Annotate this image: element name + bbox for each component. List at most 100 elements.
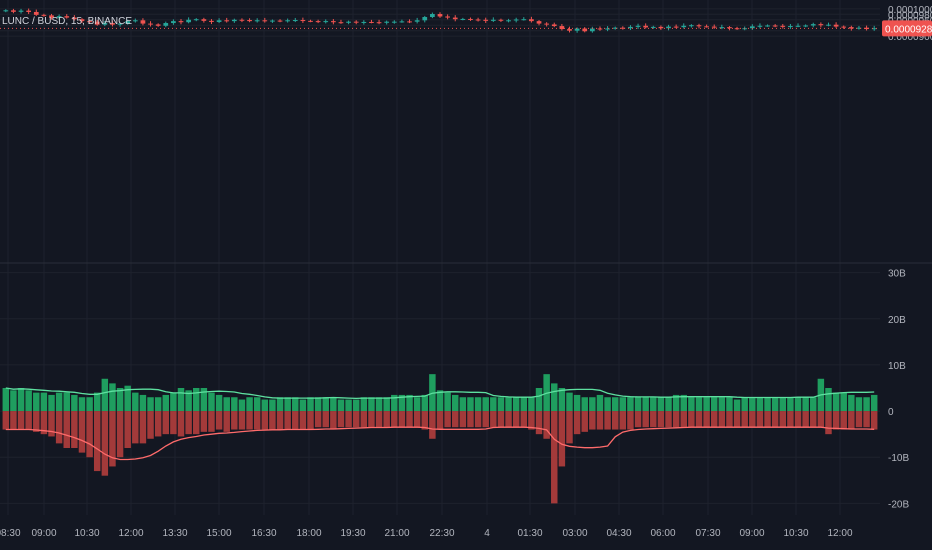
volume-bar-positive bbox=[497, 397, 505, 412]
candle-body bbox=[452, 17, 458, 20]
candle bbox=[506, 18, 511, 23]
candle-body bbox=[841, 26, 847, 28]
volume-bar-negative bbox=[566, 411, 573, 444]
volume-bar-negative bbox=[825, 411, 832, 435]
candle-body bbox=[658, 26, 664, 29]
volume-bar-negative bbox=[573, 411, 581, 435]
volume-bar-negative bbox=[718, 411, 726, 428]
volume-bar-negative bbox=[817, 411, 825, 428]
candle-body bbox=[56, 16, 62, 18]
price-tick-label: 0.00009800 bbox=[888, 10, 932, 21]
volume-bar-positive bbox=[467, 397, 474, 412]
volume-average-line-positive bbox=[5, 387, 875, 400]
candle-body bbox=[239, 19, 245, 21]
volume-bar-negative bbox=[322, 411, 329, 428]
candle-body bbox=[125, 21, 131, 24]
candle bbox=[521, 17, 527, 21]
candle-body bbox=[597, 28, 603, 30]
volume-bar-negative bbox=[299, 411, 307, 430]
volume-bar-positive bbox=[848, 394, 855, 412]
candle bbox=[612, 26, 618, 30]
volume-bar-negative bbox=[352, 411, 360, 428]
candle bbox=[871, 25, 877, 31]
candle bbox=[749, 24, 755, 30]
candle bbox=[810, 22, 816, 28]
candle-body bbox=[513, 19, 519, 21]
volume-bar-positive bbox=[231, 397, 238, 412]
candle bbox=[270, 19, 275, 23]
volume-bar-positive bbox=[55, 392, 63, 412]
candle bbox=[26, 8, 32, 15]
volume-bar-positive bbox=[223, 397, 230, 412]
volume-bar-positive bbox=[703, 397, 710, 412]
volume-bar-positive bbox=[558, 388, 566, 412]
volume-average-line-negative bbox=[5, 426, 875, 461]
candle-body bbox=[41, 14, 47, 16]
candle-body bbox=[224, 20, 230, 22]
volume-bar-positive bbox=[116, 388, 124, 412]
volume-bar-negative bbox=[589, 411, 596, 430]
volume-bar-negative bbox=[657, 411, 665, 428]
volume-bar-positive bbox=[71, 394, 78, 412]
candle bbox=[72, 15, 77, 21]
volume-bar-positive bbox=[200, 388, 208, 412]
candle-body bbox=[490, 19, 496, 21]
candle-body bbox=[323, 21, 329, 23]
volume-bar-negative bbox=[436, 411, 444, 430]
candle-body bbox=[171, 21, 176, 24]
candle bbox=[110, 20, 115, 27]
volume-bar-negative bbox=[832, 411, 840, 430]
volume-bar-negative bbox=[703, 411, 710, 428]
time-axis[interactable]: 08:30 09:00 10:30 12:00 13:30 15:00 16:30 18:00… bbox=[0, 528, 853, 539]
price-pane bbox=[0, 8, 880, 33]
volume-bar-positive bbox=[330, 397, 337, 412]
volume-bar-negative bbox=[482, 411, 489, 428]
volume-axis[interactable]: 30B 20B 10B 0 -10B -20B bbox=[888, 269, 909, 511]
time-tick-label: 10:30 bbox=[74, 528, 99, 539]
volume-bar-positive bbox=[650, 397, 657, 412]
time-tick-label: 07:30 bbox=[695, 528, 720, 539]
candle-body bbox=[871, 28, 877, 30]
volume-bar-negative bbox=[170, 411, 177, 435]
volume-bar-negative bbox=[132, 411, 139, 444]
candle bbox=[41, 13, 47, 17]
candle bbox=[87, 19, 92, 24]
candle-body bbox=[589, 28, 595, 32]
candle-body bbox=[399, 21, 405, 23]
volume-bar-negative bbox=[48, 411, 55, 437]
volume-bar-negative bbox=[86, 411, 93, 458]
volume-bar-negative bbox=[330, 411, 337, 430]
volume-bar-positive bbox=[535, 388, 543, 412]
candle bbox=[391, 20, 397, 24]
volume-tick-label: 10B bbox=[888, 361, 906, 372]
volume-bar-positive bbox=[299, 399, 307, 412]
volume-bar-positive bbox=[810, 397, 817, 412]
chart-title: LUNC / BUSD, 15, BINANCE bbox=[2, 16, 132, 27]
price-tick-label: 0.00010000 bbox=[888, 5, 932, 16]
volume-bar-positive bbox=[802, 397, 809, 412]
candle-body bbox=[620, 27, 626, 29]
volume-bar-positive bbox=[611, 397, 619, 412]
candle-body bbox=[681, 25, 687, 28]
volume-bar-positive bbox=[688, 397, 695, 412]
volume-bar-negative bbox=[543, 411, 550, 439]
candle-body bbox=[460, 18, 466, 20]
candle-body bbox=[567, 29, 572, 31]
volume-bar-positive bbox=[307, 397, 314, 412]
volume-bar-negative bbox=[611, 411, 619, 430]
volume-bar-negative bbox=[71, 411, 78, 448]
volume-bar-positive bbox=[459, 397, 467, 412]
volume-bar-positive bbox=[352, 399, 360, 412]
volume-bar-positive bbox=[292, 397, 299, 412]
volume-bar-positive bbox=[634, 397, 642, 412]
volume-bar-negative bbox=[429, 411, 436, 439]
time-tick-label: 4 bbox=[484, 528, 490, 539]
volume-bar-negative bbox=[528, 411, 535, 430]
volume-bar-positive bbox=[794, 397, 802, 412]
candle bbox=[765, 24, 770, 27]
candle-body bbox=[582, 28, 588, 32]
candle-body bbox=[193, 19, 199, 21]
volume-bar-negative bbox=[695, 411, 703, 428]
